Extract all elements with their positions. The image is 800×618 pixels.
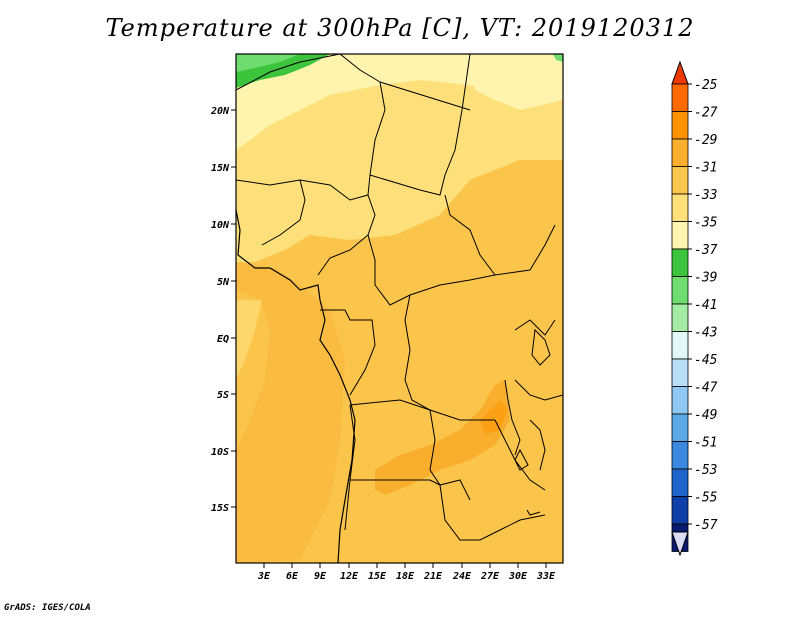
colorbar-swatch: [671, 496, 689, 525]
colorbar-label: -51: [694, 436, 717, 451]
colorbar-label: -27: [694, 106, 718, 121]
colorbar-swatch: [671, 386, 689, 415]
map-title: Temperature at 300hPa [C], VT: 201912031…: [105, 14, 695, 42]
colorbar-swatch: [671, 221, 689, 250]
colorbar-swatch: [671, 441, 689, 470]
colorbar-label: -57: [694, 518, 718, 533]
colorbar-label: -37: [694, 243, 718, 258]
colorbar-label: -43: [694, 326, 717, 341]
colorbar-label: -55: [694, 491, 718, 506]
y-tick-label: 15S: [211, 503, 229, 514]
colorbar-swatch: [671, 111, 689, 140]
temperature-field: [236, 54, 563, 563]
colorbar-label: -25: [694, 78, 718, 93]
band-31: [236, 54, 563, 262]
band-35-ne: [553, 54, 563, 62]
y-tick-label: EQ: [217, 334, 229, 345]
y-tick-label: 5N: [217, 277, 230, 288]
band-33-ne: [470, 54, 563, 110]
y-tick-label: 10S: [211, 447, 229, 458]
x-tick-label: 12E: [340, 571, 359, 582]
colorbar-top-arrow: [671, 60, 689, 85]
colorbar-label: -41: [694, 298, 717, 313]
colorbar-label: -35: [694, 216, 718, 231]
colorbar-swatch: [671, 166, 689, 195]
colorbar-label: -33: [694, 188, 717, 203]
x-tick-label: 27E: [480, 571, 500, 582]
x-tick-label: 9E: [314, 571, 327, 582]
y-tick-label: 10N: [211, 220, 230, 231]
band-35-inner: [236, 54, 300, 72]
colorbar-swatch: [671, 138, 689, 167]
y-tick-label: 5S: [217, 390, 229, 401]
colorbar-swatch: [671, 468, 689, 497]
colorbar-swatch: [671, 331, 689, 360]
x-tick-label: 24E: [452, 571, 472, 582]
x-tick-label: 30E: [508, 571, 528, 582]
colorbar-label: -39: [694, 271, 717, 286]
x-axis: 3E 6E 9E 12E 15E 18E 21E 24E 27E 30E 33E: [257, 563, 556, 582]
country-borders: [236, 54, 563, 563]
band-27: [375, 380, 510, 495]
colorbar-swatch: [671, 303, 689, 332]
colorbar-swatch: [671, 83, 689, 112]
colorbar-swatch: [671, 248, 689, 277]
y-tick-label: 20N: [210, 106, 230, 117]
colorbar-bottom-arrow: [671, 531, 689, 557]
colorbar-swatch: [671, 413, 689, 442]
x-tick-label: 18E: [396, 571, 415, 582]
x-tick-label: 33E: [536, 571, 556, 582]
colorbar-label: -31: [694, 161, 717, 176]
colorbar-label: -53: [694, 463, 717, 478]
colorbar-label: -49: [694, 408, 717, 423]
x-tick-label: 15E: [368, 571, 387, 582]
grads-credit: GrADS: IGES/COLA: [4, 603, 91, 613]
colorbar-swatch: [671, 358, 689, 387]
colorbar-swatch: [671, 193, 689, 222]
band-27-core: [480, 400, 508, 435]
map-frame: [235, 53, 564, 564]
y-axis: 20N 15N 10N 5N EQ 5S 10S 15S: [210, 106, 236, 514]
band-31-west: [236, 300, 262, 380]
colorbar-label: -47: [694, 381, 718, 396]
colorbar-label: -45: [694, 353, 718, 368]
x-tick-label: 3E: [257, 571, 271, 582]
colorbar-swatch: [671, 276, 689, 305]
x-tick-label: 21E: [423, 571, 443, 582]
colorbar-label: -29: [694, 133, 717, 148]
colorbar: -25 -27 -29 -31 -33 -35 -37 -39 -41 -43 -45 -47 -49 -…: [671, 60, 718, 557]
y-tick-label: 15N: [211, 163, 230, 174]
band-29-west: [236, 262, 345, 563]
x-tick-label: 6E: [286, 571, 299, 582]
